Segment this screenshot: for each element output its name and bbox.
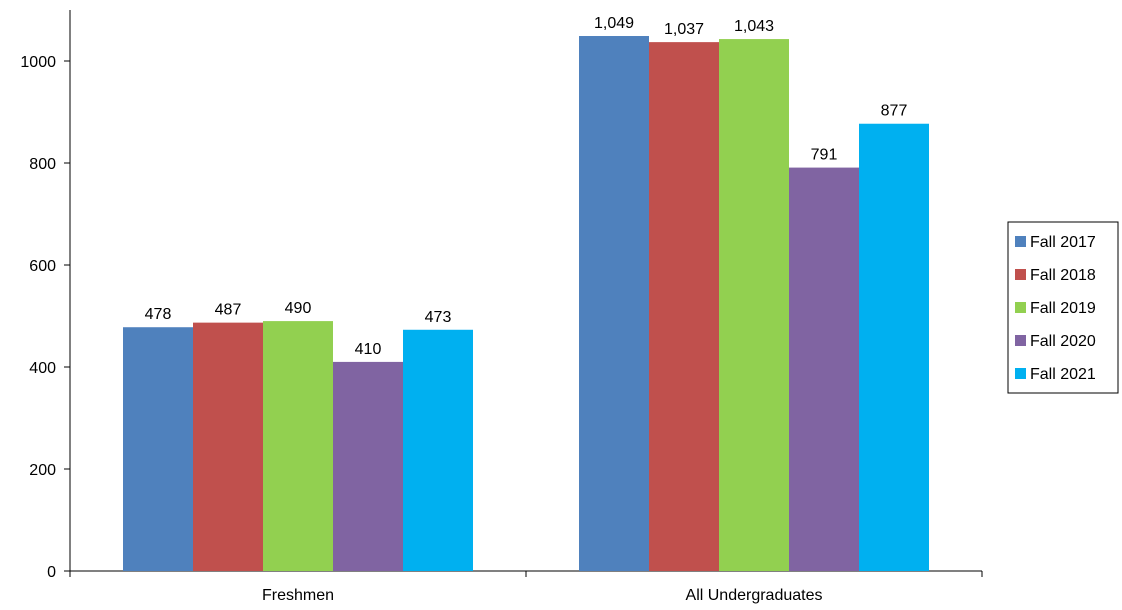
data-label: 490 [285,300,312,317]
data-label: 487 [215,302,242,319]
legend: Fall 2017 Fall 2018 Fall 2019 Fall 2020 Fall… [1007,221,1119,394]
data-label: 473 [425,309,452,326]
y-tick-label: 400 [29,360,56,377]
data-label: 478 [145,306,172,323]
bar [789,167,859,571]
data-label: 1,049 [594,15,634,32]
y-tick-label: 200 [29,462,56,479]
bar [123,327,193,571]
bar [403,329,473,571]
bar [579,36,649,571]
legend-swatch [1015,302,1026,313]
bars [123,36,929,571]
bar [719,39,789,571]
legend-swatch [1015,368,1026,379]
bar [333,361,403,571]
legend-label: Fall 2017 [1030,234,1096,251]
y-tick-label: 0 [47,564,56,581]
y-tick-label: 800 [29,156,56,173]
legend-swatch [1015,236,1026,247]
legend-label: Fall 2020 [1030,333,1096,350]
data-label: 1,043 [734,18,774,35]
legend-box [1007,221,1119,394]
data-label: 791 [811,147,838,164]
data-labels: 478 487 490 410 473 1,049 1,037 1,043 791 877 [145,15,908,358]
bar [263,321,333,571]
bar [193,322,263,571]
data-label: 877 [881,103,908,120]
y-tick-label: 1000 [20,54,56,71]
y-tick-label: 600 [29,258,56,275]
legend-swatch [1015,269,1026,280]
legend-label: Fall 2021 [1030,366,1096,383]
bar [649,42,719,571]
bar [859,123,929,571]
legend-label: Fall 2018 [1030,267,1096,284]
legend-label: Fall 2019 [1030,300,1096,317]
data-label: 1,037 [664,21,704,38]
data-label: 410 [355,341,382,358]
x-category-label: All Undergraduates [686,587,823,604]
axes: 0 200 400 600 800 1000 Freshmen All Undergradua… [20,10,983,604]
x-category-label: Freshmen [262,587,334,604]
legend-swatch [1015,335,1026,346]
